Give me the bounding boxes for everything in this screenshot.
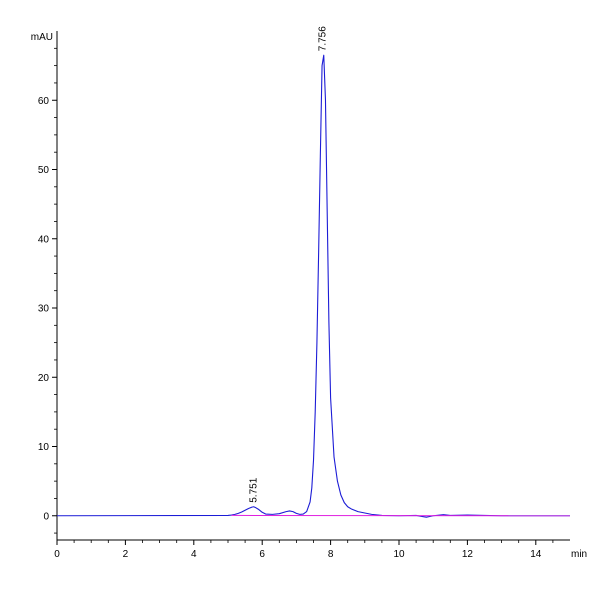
- y-tick-label: 60: [38, 96, 50, 107]
- x-tick-label: 4: [191, 549, 197, 560]
- x-tick-label: 8: [328, 549, 334, 560]
- y-tick-label: 40: [38, 234, 50, 245]
- peak-retention-label: 7.756: [317, 26, 328, 51]
- y-tick-label: 50: [38, 165, 50, 176]
- peak-retention-label: 5.751: [249, 477, 260, 502]
- x-tick-label: 14: [530, 549, 542, 560]
- x-tick-label: 0: [54, 549, 60, 560]
- x-tick-label: 12: [462, 549, 474, 560]
- x-tick-label: 2: [123, 549, 129, 560]
- x-axis-unit-label: min: [571, 549, 587, 560]
- signal-trace: [56, 54, 570, 518]
- x-tick-label: 10: [393, 549, 405, 560]
- x-tick-label: 6: [259, 549, 265, 560]
- y-tick-label: 20: [38, 373, 50, 384]
- y-tick-label: 10: [38, 442, 50, 453]
- y-tick-label: 30: [38, 304, 50, 315]
- y-tick-label: 0: [43, 511, 49, 522]
- y-axis-unit-label: mAU: [31, 32, 53, 43]
